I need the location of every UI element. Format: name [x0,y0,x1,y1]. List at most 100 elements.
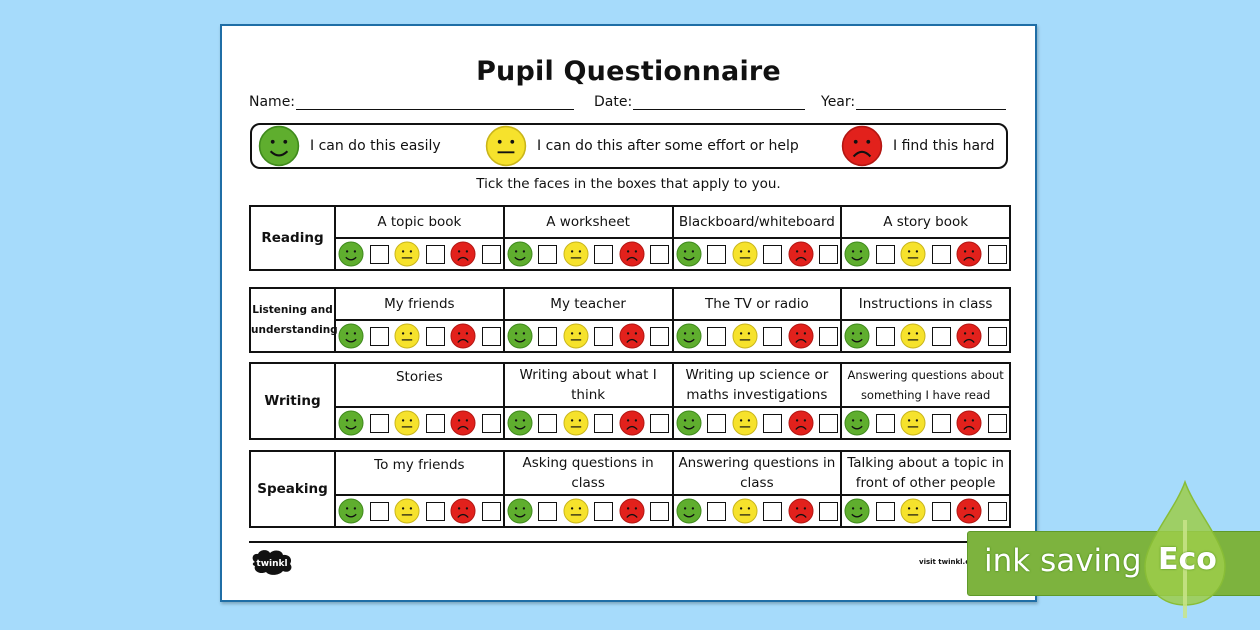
happy-checkbox[interactable] [538,501,558,521]
sad-checkbox[interactable] [819,413,839,433]
section-writing: Writing Stories Writing about what I thi… [249,362,1011,440]
sad-checkbox[interactable] [819,244,839,264]
happy-checkbox[interactable] [875,501,895,521]
sad-checkbox[interactable] [481,413,501,433]
neutral-checkbox[interactable] [594,501,614,521]
sad-checkbox[interactable] [987,413,1007,433]
neutral-face-icon [394,498,420,524]
happy-checkbox[interactable] [707,501,727,521]
rating-cell [671,319,843,353]
neutral-checkbox[interactable] [931,413,951,433]
neutral-checkbox[interactable] [425,244,445,264]
sad-checkbox[interactable] [481,326,501,346]
neutral-checkbox[interactable] [763,501,783,521]
rating-cell [502,319,674,353]
happy-face-icon [507,323,533,349]
happy-face-icon [338,323,364,349]
happy-checkbox[interactable] [369,326,389,346]
skill-label: Listening and understanding [249,287,338,353]
sad-checkbox[interactable] [481,501,501,521]
sad-checkbox[interactable] [987,501,1007,521]
sad-checkbox[interactable] [650,501,670,521]
happy-checkbox[interactable] [369,501,389,521]
happy-checkbox[interactable] [875,244,895,264]
neutral-face-icon [900,410,926,436]
leaf-icon [1143,479,1227,620]
neutral-face-icon [485,125,527,167]
item-label: Answering questions in class [671,450,843,496]
name-line[interactable] [296,95,575,110]
date-field[interactable]: Date: [594,94,806,110]
item-label: Writing about what I think [502,362,674,408]
date-label: Date: [594,94,633,110]
name-field[interactable]: Name: [249,94,575,110]
key-item-easy: I can do this easily [258,125,441,167]
sad-face-icon [450,498,476,524]
neutral-checkbox[interactable] [594,413,614,433]
neutral-checkbox[interactable] [931,326,951,346]
happy-checkbox[interactable] [707,413,727,433]
sad-face-icon [619,323,645,349]
neutral-checkbox[interactable] [763,326,783,346]
ink-saving-label: ink saving [984,543,1142,579]
sad-checkbox[interactable] [650,413,670,433]
skill-label: Writing [249,362,336,440]
sad-checkbox[interactable] [650,244,670,264]
happy-checkbox[interactable] [538,244,558,264]
neutral-face-icon [732,323,758,349]
happy-checkbox[interactable] [707,326,727,346]
rating-cell [334,319,505,353]
sad-face-icon [841,125,883,167]
happy-checkbox[interactable] [875,413,895,433]
item-label: Stories [334,362,505,408]
neutral-checkbox[interactable] [594,244,614,264]
sad-checkbox[interactable] [650,326,670,346]
happy-checkbox[interactable] [538,326,558,346]
happy-checkbox[interactable] [875,326,895,346]
sad-face-icon [450,241,476,267]
sad-checkbox[interactable] [481,244,501,264]
happy-checkbox[interactable] [707,244,727,264]
neutral-checkbox[interactable] [763,244,783,264]
year-field[interactable]: Year: [821,94,1007,110]
name-label: Name: [249,94,296,110]
year-label: Year: [821,94,856,110]
item-label: Instructions in class [840,287,1011,321]
neutral-checkbox[interactable] [594,326,614,346]
happy-face-icon [675,498,702,524]
sad-face-icon [619,410,645,436]
happy-face-icon [844,410,870,436]
happy-checkbox[interactable] [369,413,389,433]
sad-checkbox[interactable] [819,326,839,346]
rating-cell [840,494,1011,528]
sad-face-icon [788,241,814,267]
neutral-checkbox[interactable] [931,501,951,521]
neutral-checkbox[interactable] [425,413,445,433]
visit-link[interactable]: visit twinkl.co [919,558,975,566]
item-label: My friends [334,287,505,321]
sad-face-icon [956,498,982,524]
section-reading: Reading A topic book A worksheet Blackbo… [249,205,1011,271]
sad-checkbox[interactable] [987,244,1007,264]
neutral-checkbox[interactable] [763,413,783,433]
page-title: Pupil Questionnaire [476,56,781,87]
year-line[interactable] [856,95,1007,110]
rating-cell [502,237,674,271]
skill-label: Reading [249,205,336,271]
happy-face-icon [258,125,300,167]
neutral-checkbox[interactable] [425,326,445,346]
happy-face-icon [675,410,702,436]
neutral-checkbox[interactable] [425,501,445,521]
sad-face-icon [956,323,982,349]
item-label: Writing up science or maths investigatio… [671,362,843,408]
sad-checkbox[interactable] [819,501,839,521]
rating-cell [334,237,505,271]
happy-checkbox[interactable] [538,413,558,433]
sad-checkbox[interactable] [987,326,1007,346]
date-line[interactable] [633,95,806,110]
happy-checkbox[interactable] [369,244,389,264]
face-key: I can do this easily I can do this after… [250,123,1008,169]
happy-face-icon [844,498,870,524]
neutral-checkbox[interactable] [931,244,951,264]
neutral-face-icon [563,323,589,349]
